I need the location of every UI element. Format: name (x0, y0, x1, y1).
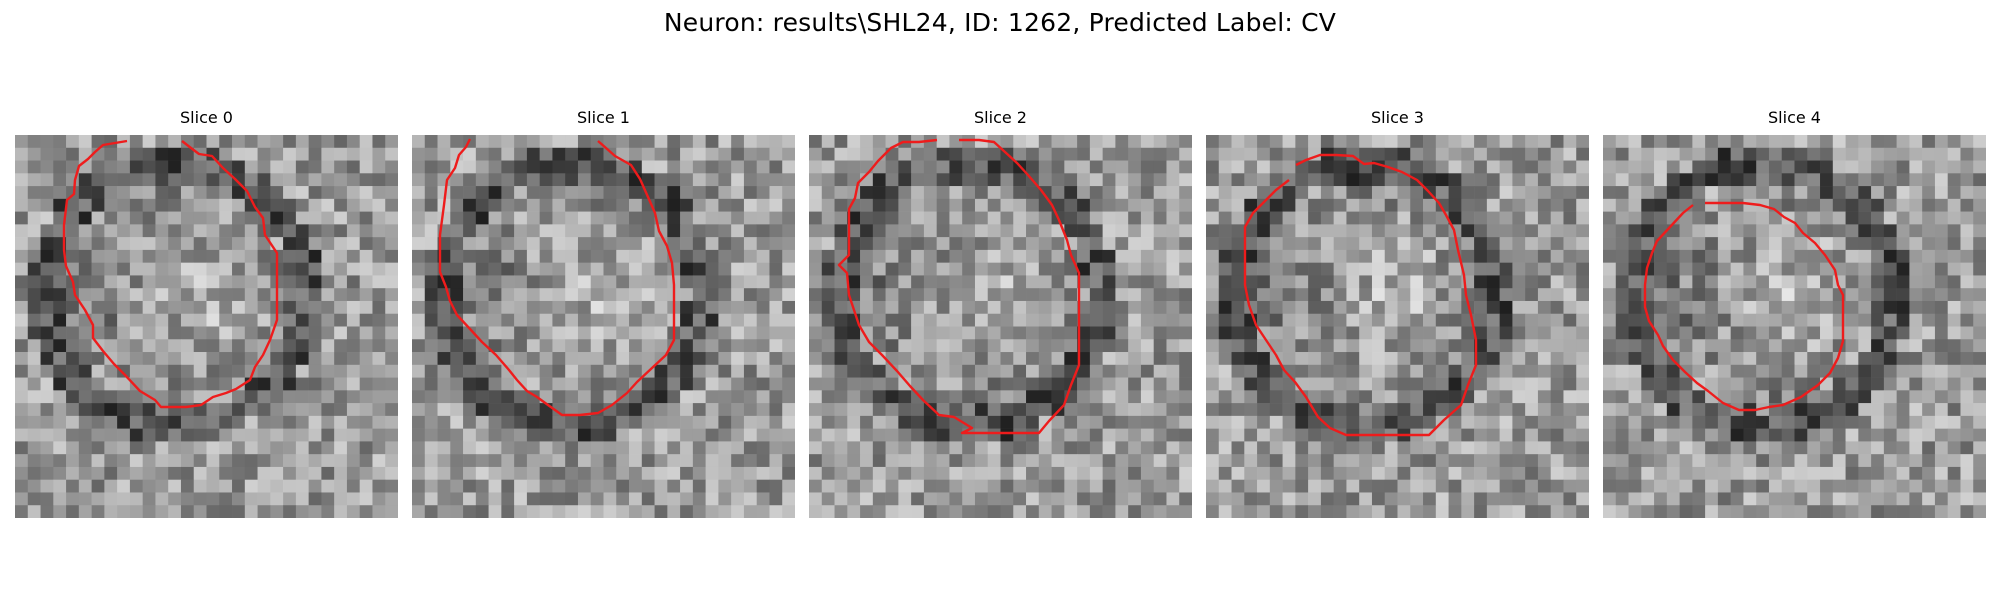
pixel-texture (1603, 135, 1986, 518)
slice-image (1603, 135, 1986, 518)
slice-title: Slice 1 (577, 108, 630, 127)
pixel-texture (15, 135, 398, 518)
pixel-texture (412, 135, 795, 518)
pixel-texture (1206, 135, 1589, 518)
contour-line (438, 138, 676, 417)
slice-image (809, 135, 1192, 518)
contour-line (1243, 153, 1478, 437)
slice-title: Slice 0 (180, 108, 233, 127)
contour-line (837, 138, 1081, 435)
contour-line (62, 139, 279, 409)
slice-title: Slice 4 (1768, 108, 1821, 127)
slice-title: Slice 2 (974, 108, 1027, 127)
slice-image (15, 135, 398, 518)
slice-title: Slice 3 (1371, 108, 1424, 127)
contour-line (1643, 201, 1845, 412)
pixel-texture (809, 135, 1192, 518)
slice-image (1206, 135, 1589, 518)
slice-image (412, 135, 795, 518)
figure-title: Neuron: results\SHL24, ID: 1262, Predict… (663, 8, 1337, 37)
